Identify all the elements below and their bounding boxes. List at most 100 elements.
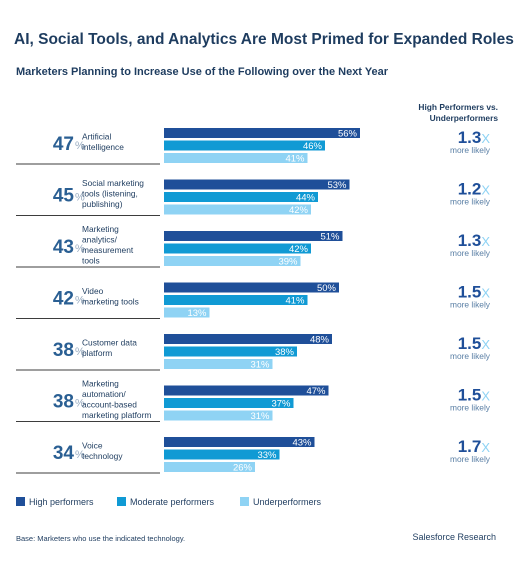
bar-under	[164, 153, 308, 163]
multiplier-x: X	[481, 337, 490, 352]
bar-label-moderate: 46%	[303, 141, 323, 152]
bar-moderate	[164, 449, 280, 460]
bar-label-under: 39%	[278, 257, 298, 268]
overall-percent-sign: %	[75, 140, 85, 152]
category-label-line: technology	[82, 451, 123, 461]
multiplier-note: more likely	[450, 299, 491, 309]
multiplier-x: X	[481, 388, 490, 403]
multiplier-note: more likely	[450, 248, 491, 258]
bar-under	[164, 462, 255, 472]
multiplier-note: more likely	[450, 402, 491, 412]
category-label-line: tools (listening,	[82, 188, 138, 198]
bar-label-moderate: 44%	[296, 193, 316, 204]
category-label-line: intelligence	[82, 142, 124, 152]
bar-high	[164, 231, 343, 241]
category-label-line: Voice	[82, 441, 103, 451]
multiplier-value: 1.5X	[458, 334, 491, 353]
multiplier-value: 1.2X	[458, 179, 491, 198]
bar-label-under: 42%	[289, 205, 309, 216]
multiplier-note: more likely	[450, 351, 491, 361]
legend-swatch-under	[240, 497, 249, 506]
category-label-line: Marketing	[82, 224, 119, 234]
overall-value: 45	[53, 185, 75, 206]
multiplier-x: X	[481, 182, 490, 197]
category-label-line: measurement	[82, 245, 134, 255]
overall-value: 34	[53, 443, 75, 464]
multiplier-number: 1.7	[458, 437, 482, 456]
legend-swatch-moderate	[117, 497, 126, 506]
category-label-line: platform	[82, 348, 112, 358]
multiplier-number: 1.3	[458, 231, 482, 250]
multiplier-value: 1.7X	[458, 437, 491, 456]
category-label-line: analytics/	[82, 235, 118, 245]
category-label-line: Artificial	[82, 132, 111, 142]
bar-label-moderate: 41%	[285, 296, 305, 307]
bar-label-high: 50%	[317, 283, 337, 294]
bar-moderate	[164, 192, 318, 202]
bar-label-high: 56%	[338, 129, 358, 140]
overall-percent-sign: %	[75, 346, 85, 358]
bar-high	[164, 128, 360, 138]
bar-label-under: 31%	[250, 411, 270, 422]
bar-label-under: 13%	[187, 308, 207, 319]
multiplier-note: more likely	[450, 145, 491, 155]
comparison-header-line-1: High Performers vs.	[418, 102, 498, 112]
multiplier-note: more likely	[450, 454, 491, 464]
legend-label-moderate: Moderate performers	[130, 497, 215, 507]
footer-base-note: Base: Marketers who use the indicated te…	[16, 534, 186, 543]
category-label-line: tools	[82, 256, 100, 266]
multiplier-number: 1.5	[458, 385, 482, 404]
overall-value: 38	[53, 391, 74, 412]
multiplier-x: X	[481, 440, 490, 455]
bar-moderate	[164, 346, 297, 357]
category-label-line: Social marketing	[82, 178, 144, 188]
bar-label-moderate: 33%	[257, 450, 277, 461]
overall-percent-sign: %	[75, 449, 85, 461]
bar-high	[164, 179, 350, 190]
bar-moderate	[164, 243, 311, 254]
category-label-line: automation/	[82, 389, 126, 399]
bar-high	[164, 437, 315, 447]
overall-value: 38	[53, 340, 74, 361]
multiplier-value: 1.3X	[458, 128, 491, 147]
multiplier-value: 1.5X	[458, 385, 491, 404]
multiplier-x: X	[481, 131, 490, 146]
bar-label-high: 51%	[320, 232, 340, 243]
category-label-line: Video	[82, 286, 104, 296]
bar-under	[164, 359, 273, 369]
footer-source: Salesforce Research	[412, 532, 496, 542]
bar-label-under: 41%	[285, 154, 305, 165]
bar-label-under: 26%	[233, 463, 253, 474]
comparison-header: High Performers vs. Underperformers	[386, 102, 498, 123]
bar-under	[164, 256, 301, 266]
multiplier-x: X	[481, 285, 490, 300]
bar-high	[164, 334, 332, 344]
bar-high	[164, 282, 339, 293]
category-label-line: marketing tools	[82, 297, 139, 307]
category-label-line: marketing platform	[82, 410, 151, 420]
multiplier-number: 1.2	[458, 179, 482, 198]
multiplier-number: 1.5	[458, 334, 482, 353]
overall-value: 42	[53, 288, 74, 309]
overall-percent-sign: %	[75, 191, 85, 203]
bar-label-high: 43%	[292, 438, 312, 449]
bar-high	[164, 385, 329, 396]
overall-percent-sign: %	[75, 243, 85, 255]
overall-percent-sign: %	[75, 294, 85, 306]
category-label-line: publishing)	[82, 199, 123, 209]
bar-label-high: 53%	[327, 180, 347, 191]
legend-label-high: High performers	[29, 497, 94, 507]
comparison-header-line-2: Underperformers	[429, 112, 498, 123]
multiplier-number: 1.5	[458, 282, 482, 301]
category-label-line: Marketing	[82, 379, 119, 389]
bar-moderate	[164, 398, 294, 408]
chart-title: AI, Social Tools, and Analytics Are Most…	[14, 31, 514, 48]
bar-label-high: 47%	[306, 386, 326, 397]
legend-swatch-high	[16, 497, 25, 506]
bar-label-under: 31%	[250, 360, 270, 371]
bar-label-high: 48%	[310, 335, 330, 346]
overall-value: 47	[53, 134, 74, 155]
bar-moderate	[164, 295, 308, 305]
bar-moderate	[164, 140, 325, 151]
